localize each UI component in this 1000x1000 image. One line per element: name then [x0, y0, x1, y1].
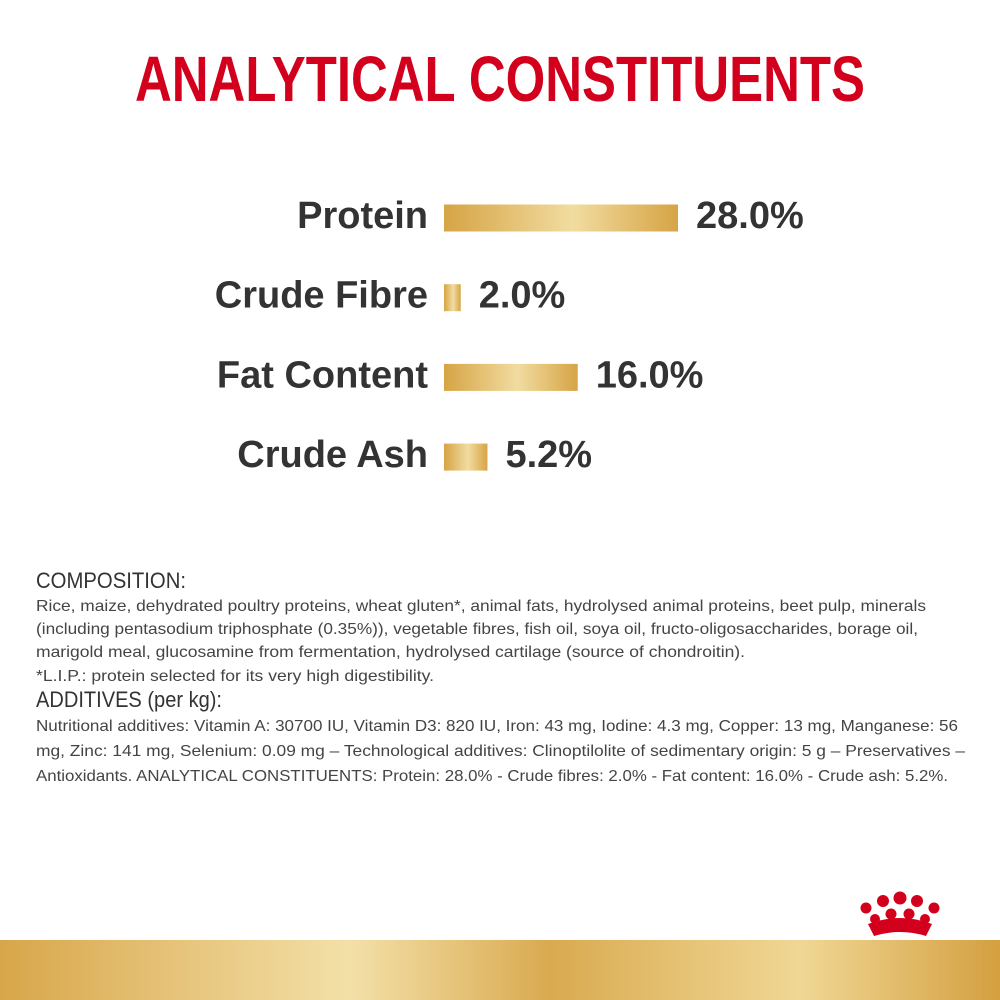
crown-logo [860, 891, 940, 936]
bar [444, 284, 461, 312]
composition-line: Rice, maize, dehydrated poultry proteins… [36, 598, 926, 615]
category-label: Crude Ash [237, 434, 428, 476]
chart-title: ANALYTICAL CONSTITUENTS [135, 43, 865, 115]
composition-line: *L.I.P.: protein selected for its very h… [36, 668, 434, 685]
value-label: 16.0% [596, 354, 704, 396]
footer-strip [0, 940, 1000, 1000]
bar [444, 363, 578, 391]
additives-heading: ADDITIVES (per kg): [36, 687, 222, 712]
additives-line: Antioxidants. ANALYTICAL CONSTITUENTS: P… [36, 768, 948, 785]
category-label: Protein [297, 195, 428, 237]
composition-heading: COMPOSITION: [36, 568, 186, 593]
composition-line: (including pentasodium triphosphate (0.3… [36, 621, 918, 638]
category-label: Fat Content [217, 354, 428, 396]
value-label: 2.0% [479, 275, 566, 317]
additives-line: mg, Zinc: 141 mg, Selenium: 0.09 mg – Te… [36, 743, 965, 760]
bar [444, 443, 488, 471]
value-label: 28.0% [696, 195, 804, 237]
value-label: 5.2% [505, 434, 592, 476]
composition-line: marigold meal, glucosamine from fermenta… [36, 644, 745, 661]
category-label: Crude Fibre [215, 275, 428, 317]
bar [444, 204, 678, 232]
additives-line: Nutritional additives: Vitamin A: 30700 … [36, 718, 958, 735]
